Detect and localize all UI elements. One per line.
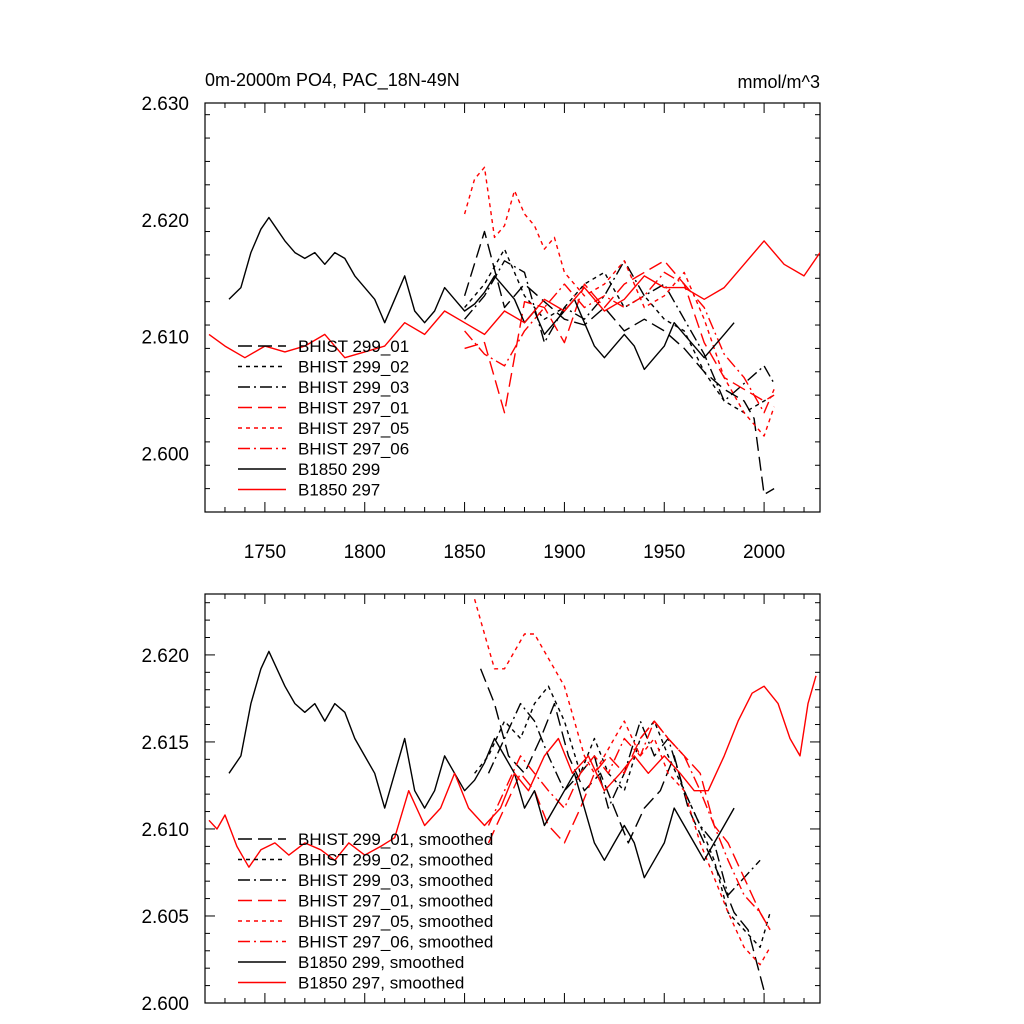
series-line-4 xyxy=(487,720,771,931)
y-tick-label: 2.620 xyxy=(141,646,189,667)
y-tick-label: 2.605 xyxy=(141,907,189,928)
y-tick-label: 2.610 xyxy=(141,328,189,349)
legend-label: BHIST 297_05 xyxy=(298,419,409,438)
units-label: mmol/m^3 xyxy=(738,72,820,92)
y-tick-label: 2.630 xyxy=(141,94,189,115)
series-line-6 xyxy=(487,720,771,931)
legend-label: B1850 299, smoothed xyxy=(298,953,464,972)
x-tick-label: 1750 xyxy=(244,542,286,563)
x-tick-label: 2000 xyxy=(743,542,785,563)
legend-label: BHIST 297_06, smoothed xyxy=(298,933,493,952)
series-line-4 xyxy=(464,260,775,414)
series-line-2 xyxy=(464,248,775,414)
plot-frame xyxy=(204,102,821,513)
chart-title: 0m-2000m PO4, PAC_18N-49N xyxy=(205,70,460,91)
legend-label: BHIST 299_01 xyxy=(298,337,409,356)
bottom-panel: 2.600 2.605 2.610 2.615 2.620 BHIST 299_01, s… xyxy=(141,593,821,1015)
legend-label: BHIST 297_01, smoothed xyxy=(298,892,493,911)
series-line-7 xyxy=(228,216,735,371)
legend-label: BHIST 299_01, smoothed xyxy=(298,830,493,849)
series-line-5 xyxy=(473,599,771,966)
x-tick-label: 1800 xyxy=(344,542,386,563)
y-tick-label: 2.620 xyxy=(141,211,189,232)
y-tick-label: 2.600 xyxy=(141,994,189,1015)
series-line-1 xyxy=(463,230,775,496)
legend-label: BHIST 299_02 xyxy=(298,358,409,377)
legend-label: BHIST 297_05, smoothed xyxy=(298,912,493,931)
series-line-8 xyxy=(208,240,820,359)
series-line-6 xyxy=(464,271,775,414)
series-line-2 xyxy=(474,685,771,948)
y-tick-label: 2.600 xyxy=(141,445,189,466)
x-tick-label: 1850 xyxy=(443,542,485,563)
y-tick-label: 2.610 xyxy=(141,820,189,841)
legend-label: BHIST 297_06 xyxy=(298,440,409,459)
y-tick-label: 2.615 xyxy=(141,733,189,754)
series-line-5 xyxy=(463,166,775,437)
series-line-8 xyxy=(208,675,817,868)
legend-label: B1850 297, smoothed xyxy=(298,974,464,993)
top-panel: 2.600 2.610 2.620 2.630 1750 1800 1850 1900 1950… xyxy=(141,94,821,563)
plot-frame xyxy=(204,593,821,1004)
legend-label: BHIST 299_03, smoothed xyxy=(298,871,493,890)
legend-label: BHIST 297_01 xyxy=(298,399,409,418)
x-tick-label: 1900 xyxy=(543,542,585,563)
series-line-7 xyxy=(228,650,735,879)
legend-label: B1850 299 xyxy=(298,460,380,479)
legend-label: B1850 297 xyxy=(298,481,380,500)
legend-label: BHIST 299_03 xyxy=(298,378,409,397)
legend-label: BHIST 299_02, smoothed xyxy=(298,851,493,870)
x-tick-label: 1950 xyxy=(643,542,685,563)
